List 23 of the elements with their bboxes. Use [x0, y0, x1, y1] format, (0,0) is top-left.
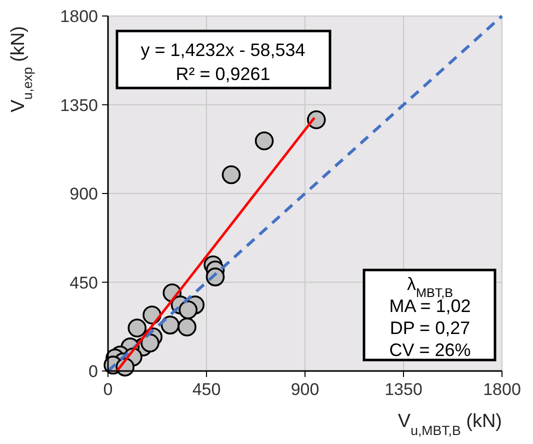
y-tick-label: 1800 — [60, 7, 98, 26]
annotation: y = 1,4232x - 58,534 — [140, 40, 306, 60]
x-tick-label: 1800 — [483, 380, 521, 399]
point — [306, 110, 326, 130]
y-tick-label: 900 — [70, 184, 98, 204]
y-tick-label: 0 — [88, 362, 98, 381]
point — [254, 131, 274, 150]
point — [178, 300, 198, 320]
x-tick-label: 450 — [192, 380, 221, 399]
point — [222, 165, 241, 184]
point — [140, 334, 160, 352]
y-tick-label: 450 — [70, 273, 98, 292]
annotation: R² = 0,9261 — [176, 64, 270, 84]
point — [178, 318, 196, 336]
x-tick-label: 900 — [290, 380, 320, 399]
annotation: CV = 26% — [389, 340, 471, 360]
point — [160, 316, 180, 334]
x-axis-title: V$_{u,MBT,B}$ (kN) — [398, 411, 502, 438]
annotation: DP = 0,27 — [390, 318, 470, 338]
point — [128, 318, 147, 338]
x-tick-label: 1350 — [384, 380, 422, 399]
y-tick-label: 1350 — [60, 96, 98, 115]
x-tick-label: 0 — [103, 380, 113, 399]
